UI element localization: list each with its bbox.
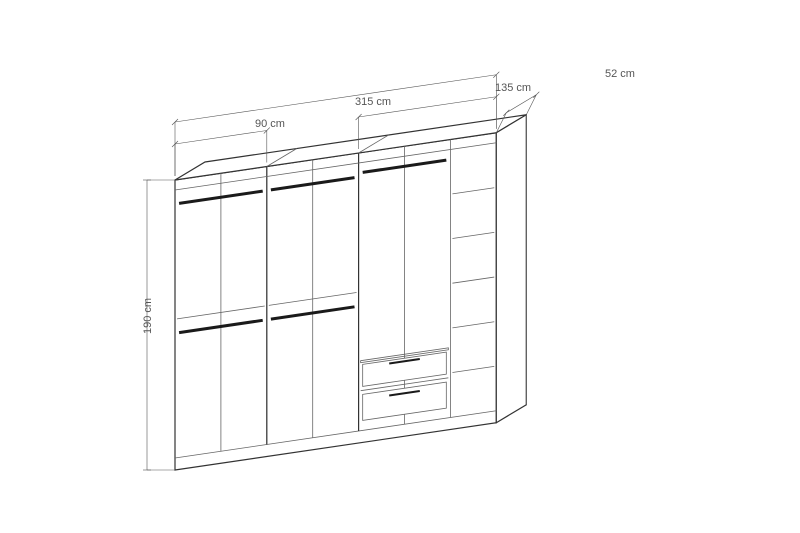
dim-height: 190 cm: [142, 298, 154, 334]
dim-depth-52: 52 cm: [605, 68, 635, 80]
dim-width-90: 90 cm: [255, 118, 285, 130]
wardrobe-diagram: [0, 0, 800, 533]
dim-width-315: 315 cm: [355, 96, 391, 108]
dim-width-135: 135 cm: [495, 82, 531, 94]
